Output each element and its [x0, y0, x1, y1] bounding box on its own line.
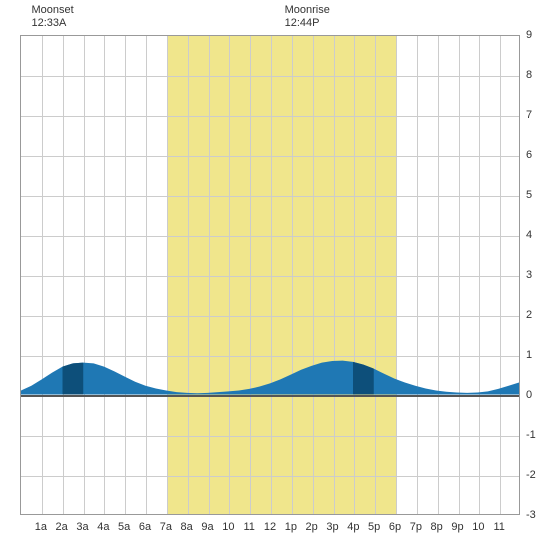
x-tick-label: 5p — [368, 521, 380, 533]
x-tick-label: 6p — [389, 521, 401, 533]
moonrise-annotation: Moonrise 12:44P — [285, 4, 330, 30]
y-tick-label: 4 — [526, 229, 546, 241]
moonrise-title: Moonrise — [285, 4, 330, 17]
x-tick-label: 7p — [410, 521, 422, 533]
x-tick-label: 1a — [35, 521, 47, 533]
y-tick-label: 5 — [526, 189, 546, 201]
x-tick-label: 4a — [97, 521, 109, 533]
y-tick-label: 7 — [526, 109, 546, 121]
zero-line — [21, 395, 519, 397]
x-tick-label: 3a — [76, 521, 88, 533]
y-tick-label: 9 — [526, 29, 546, 41]
x-tick-label: 9a — [201, 521, 213, 533]
x-tick-label: 6a — [139, 521, 151, 533]
moonset-title: Moonset — [31, 4, 73, 17]
x-tick-label: 10 — [222, 521, 234, 533]
tide-chart-container: Moonset 12:33A Moonrise 12:44P -3-2-1012… — [0, 0, 550, 550]
moonrise-time: 12:44P — [285, 17, 330, 30]
y-tick-label: -1 — [526, 429, 546, 441]
x-tick-label: 7a — [160, 521, 172, 533]
x-tick-label: 2p — [306, 521, 318, 533]
y-tick-label: -3 — [526, 509, 546, 521]
x-tick-label: 5a — [118, 521, 130, 533]
moonset-annotation: Moonset 12:33A — [31, 4, 73, 30]
y-tick-label: 0 — [526, 389, 546, 401]
x-tick-label: 8a — [181, 521, 193, 533]
x-tick-label: 8p — [431, 521, 443, 533]
x-tick-label: 9p — [451, 521, 463, 533]
x-tick-label: 4p — [347, 521, 359, 533]
x-tick-label: 10 — [472, 521, 484, 533]
x-tick-label: 11 — [493, 521, 504, 533]
y-tick-label: 2 — [526, 309, 546, 321]
x-tick-label: 3p — [326, 521, 338, 533]
y-tick-label: 8 — [526, 69, 546, 81]
moonset-time: 12:33A — [31, 17, 73, 30]
y-tick-label: 3 — [526, 269, 546, 281]
y-tick-label: 1 — [526, 349, 546, 361]
tide-curve — [21, 36, 519, 514]
x-tick-label: 2a — [56, 521, 68, 533]
chart-plot-area — [20, 35, 520, 515]
x-tick-label: 12 — [264, 521, 276, 533]
y-tick-label: -2 — [526, 469, 546, 481]
y-tick-label: 6 — [526, 149, 546, 161]
x-tick-label: 11 — [243, 521, 254, 533]
x-tick-label: 1p — [285, 521, 297, 533]
